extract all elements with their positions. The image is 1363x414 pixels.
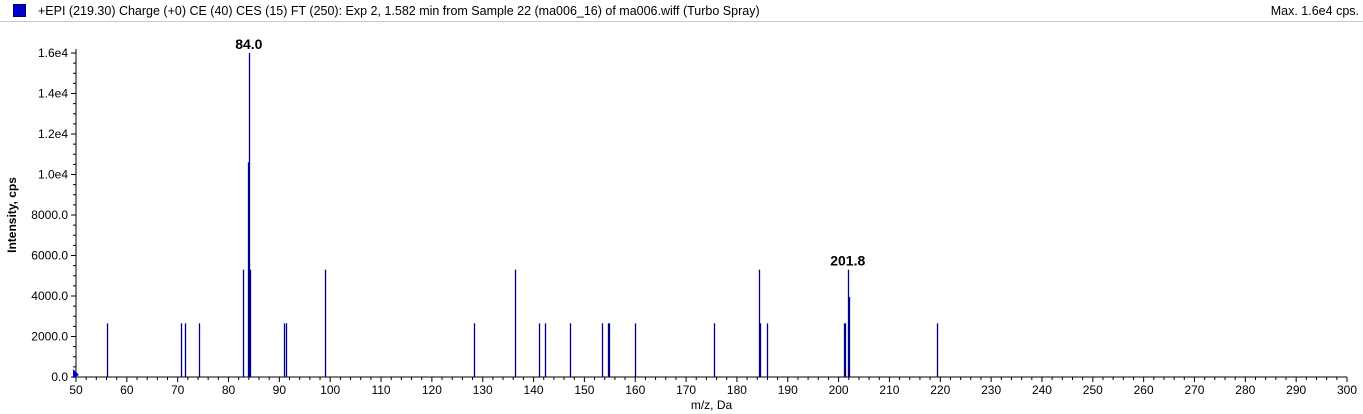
spectrum-title: +EPI (219.30) Charge (+0) CE (40) CES (1… (38, 4, 760, 18)
x-tick-label: 180 (727, 383, 747, 397)
y-tick-label: 2000.0 (31, 330, 68, 344)
cursor-marker-icon[interactable] (73, 369, 79, 378)
y-tick-label: 4000.0 (31, 289, 68, 303)
x-tick-label: 240 (1032, 383, 1052, 397)
x-tick-label: 230 (981, 383, 1001, 397)
x-tick-label: 280 (1235, 383, 1255, 397)
legend-swatch-icon[interactable] (13, 4, 26, 17)
chart-axes: 0.0 2000.0 4000.0 6000.0 8000.0 1.0e4 1.2e4 1.4… (31, 46, 1357, 397)
peak-annotation: 201.8 (830, 253, 865, 269)
x-tick-label: 80 (222, 383, 236, 397)
y-tick-label: 1.0e4 (38, 168, 68, 182)
x-tick-label: 140 (524, 383, 544, 397)
max-intensity-label: Max. 1.6e4 cps. (1270, 4, 1359, 18)
x-tick-label: 200 (829, 383, 849, 397)
y-tick-label: 1.4e4 (38, 87, 68, 101)
x-tick-label: 110 (371, 383, 390, 397)
y-axis-label: Intensity, cps (5, 177, 19, 253)
x-tick-label: 120 (422, 383, 442, 397)
y-tick-label: 1.2e4 (38, 127, 68, 141)
x-tick-label: 300 (1337, 383, 1357, 397)
y-tick-label: 0.0 (51, 370, 68, 384)
x-tick-label: 260 (1134, 383, 1154, 397)
y-tick-label: 1.6e4 (38, 46, 68, 60)
x-tick-label: 70 (171, 383, 185, 397)
x-tick-label: 160 (625, 383, 645, 397)
header-divider (0, 21, 1363, 22)
x-tick-label: 190 (778, 383, 798, 397)
x-tick-label: 250 (1083, 383, 1103, 397)
x-tick-label: 150 (574, 383, 594, 397)
x-tick-label: 100 (320, 383, 340, 397)
chart-labels: m/z, Da Intensity, cps 84.0 201.8 (5, 36, 865, 412)
y-tick-label: 8000.0 (31, 208, 68, 222)
x-tick-label: 130 (473, 383, 493, 397)
x-tick-label: 50 (69, 383, 83, 397)
spectrum-header: +EPI (219.30) Charge (+0) CE (40) CES (1… (0, 0, 1363, 22)
x-axis-label: m/z, Da (691, 398, 733, 412)
x-tick-label: 90 (273, 383, 287, 397)
chart-peaks (73, 53, 939, 378)
y-tick-label: 6000.0 (31, 249, 68, 263)
x-tick-label: 220 (930, 383, 950, 397)
x-tick-label: 170 (676, 383, 696, 397)
x-tick-label: 270 (1184, 383, 1204, 397)
x-tick-label: 210 (879, 383, 899, 397)
x-tick-label: 60 (120, 383, 134, 397)
x-tick-label: 290 (1286, 383, 1306, 397)
peak-annotation: 84.0 (235, 36, 262, 52)
